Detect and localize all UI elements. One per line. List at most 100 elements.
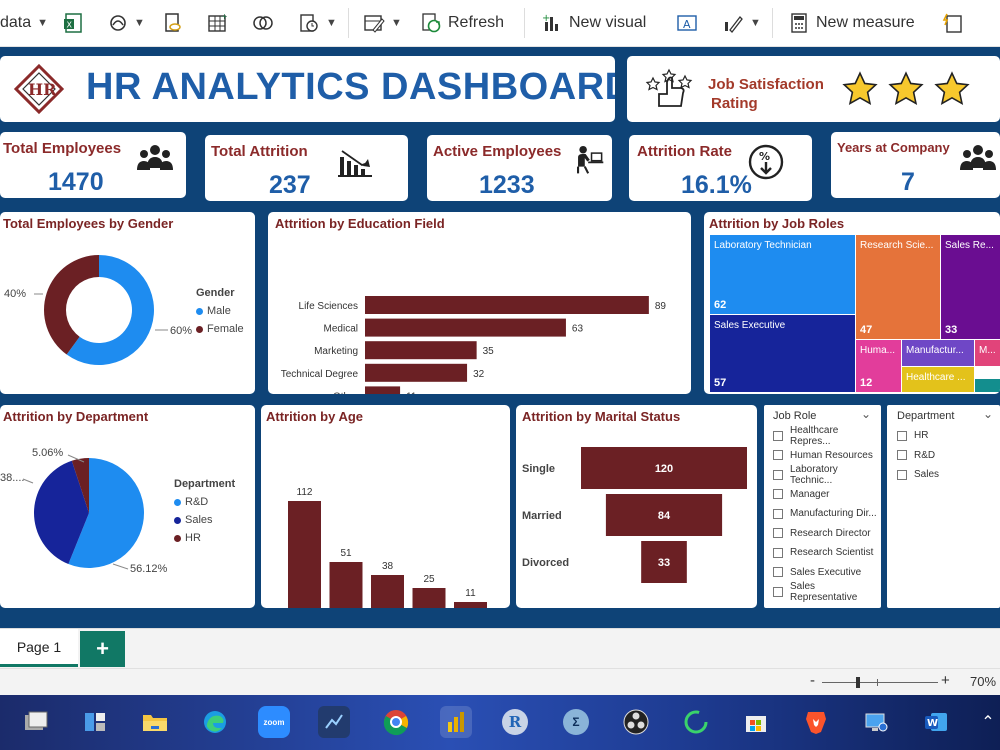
- microsoft-store-icon[interactable]: [740, 706, 772, 738]
- get-data-button[interactable]: data ▼: [0, 10, 48, 36]
- checkbox[interactable]: [773, 586, 783, 597]
- slicer-option[interactable]: Research Director: [773, 524, 881, 544]
- kpi-total-attrition[interactable]: Total Attrition 237: [205, 135, 408, 201]
- edge-browser-icon[interactable]: [199, 706, 231, 738]
- graph-app-icon[interactable]: [318, 706, 350, 738]
- r-language-icon[interactable]: R: [499, 706, 531, 738]
- file-explorer-icon[interactable]: [139, 706, 171, 738]
- slicer-option[interactable]: Research Scientist: [773, 543, 881, 563]
- slicer-option[interactable]: Manager: [773, 485, 881, 505]
- funnel-bar[interactable]: [581, 447, 747, 489]
- checkbox[interactable]: [773, 567, 783, 578]
- onelake-button[interactable]: ▼: [108, 10, 145, 36]
- treemap-tile-research-scientist[interactable]: Research Scie... 47: [856, 235, 940, 339]
- treemap-tile-healthcare[interactable]: Healthcare ...: [902, 367, 974, 392]
- age-column-chart[interactable]: Attrition by Age 11225 - 345135 - 4438Un…: [261, 405, 510, 608]
- spinner-app-icon[interactable]: [680, 706, 712, 738]
- zoom-slider-thumb[interactable]: [856, 677, 860, 688]
- recent-sources-button[interactable]: [252, 10, 274, 36]
- checkbox[interactable]: [773, 430, 783, 441]
- slicer-option[interactable]: Sales Executive: [773, 563, 881, 583]
- slicer-option[interactable]: Healthcare Repres...: [773, 425, 881, 447]
- kpi-attrition-rate[interactable]: Attrition Rate 16.1% %: [629, 135, 812, 201]
- bar[interactable]: [365, 341, 477, 360]
- tab-page-1[interactable]: Page 1: [0, 629, 78, 667]
- checkbox[interactable]: [897, 430, 907, 441]
- funnel-bar[interactable]: [641, 541, 687, 583]
- checkbox[interactable]: [773, 489, 783, 500]
- zoom-in-button[interactable]: +: [941, 672, 950, 689]
- treemap-tile-sales-executive[interactable]: Sales Executive 57: [710, 315, 855, 392]
- brave-browser-icon[interactable]: [800, 706, 832, 738]
- pie-slice-sales[interactable]: [34, 460, 89, 564]
- enter-data-button[interactable]: +: [206, 10, 228, 36]
- donut-slice-female[interactable]: [44, 255, 99, 355]
- refresh-button[interactable]: Refresh: [420, 10, 504, 36]
- checkbox[interactable]: [897, 450, 907, 461]
- slicer-option[interactable]: Manufacturing Dir...: [773, 504, 881, 524]
- bar[interactable]: [365, 296, 649, 314]
- legend-item-hr[interactable]: HR: [174, 532, 235, 544]
- slicer-option[interactable]: HR: [897, 426, 939, 446]
- remote-desktop-icon[interactable]: [860, 706, 892, 738]
- widgets-icon[interactable]: [79, 706, 111, 738]
- math-app-icon[interactable]: Σ: [560, 706, 592, 738]
- chrome-browser-icon[interactable]: [380, 706, 412, 738]
- word-icon[interactable]: W: [920, 706, 952, 738]
- treemap-tile-manager[interactable]: M...: [975, 340, 1000, 366]
- zoom-app-icon[interactable]: zoom: [258, 706, 290, 738]
- legend-item-male[interactable]: Male: [196, 305, 244, 317]
- legend-item-rd[interactable]: R&D: [174, 496, 235, 508]
- kpi-years-at-company[interactable]: Years at Company 7: [831, 132, 1000, 198]
- marital-status-funnel-chart[interactable]: Attrition by Marital Status Single 120 Mar…: [516, 405, 757, 608]
- job-role-slicer[interactable]: Job Role ⌄ Healthcare Repres... Human Res…: [764, 405, 881, 608]
- checkbox[interactable]: [773, 508, 783, 519]
- legend-item-female[interactable]: Female: [196, 323, 244, 335]
- new-visual-button[interactable]: + New visual: [541, 10, 646, 36]
- zoom-out-button[interactable]: -: [810, 672, 815, 689]
- job-roles-treemap[interactable]: Attrition by Job Roles Laboratory Techni…: [704, 212, 1000, 394]
- task-view-icon[interactable]: [20, 706, 52, 738]
- funnel-bar[interactable]: [605, 494, 723, 536]
- bar[interactable]: [288, 501, 321, 608]
- zoom-level[interactable]: 70%: [970, 674, 997, 689]
- edit-queries-button[interactable]: ▼: [363, 10, 402, 36]
- zoom-slider[interactable]: [822, 677, 938, 688]
- slicer-option[interactable]: Laboratory Technic...: [773, 464, 881, 486]
- bar[interactable]: [371, 575, 404, 608]
- new-measure-button[interactable]: New measure: [788, 10, 915, 36]
- power-bi-icon[interactable]: [440, 706, 472, 738]
- treemap-tile-research-director[interactable]: [975, 379, 1000, 392]
- text-box-button[interactable]: A: [676, 10, 698, 36]
- bar[interactable]: [329, 562, 363, 608]
- treemap-tile-sales-representative[interactable]: Sales Re... 33: [941, 235, 1000, 339]
- chevron-up-icon[interactable]: ⌃: [981, 714, 995, 731]
- checkbox[interactable]: [773, 450, 783, 461]
- chevron-down-icon[interactable]: ⌄: [983, 407, 994, 421]
- department-pie-chart[interactable]: Attrition by Department 5.06% 38.... 56.…: [0, 405, 255, 608]
- checkbox[interactable]: [773, 528, 783, 539]
- pie-slice-hr[interactable]: [71, 458, 89, 513]
- add-page-button[interactable]: +: [80, 631, 125, 667]
- checkbox[interactable]: [897, 469, 907, 480]
- kpi-total-employees[interactable]: Total Employees 1470: [0, 132, 186, 198]
- donut-slice-male[interactable]: [66, 255, 155, 365]
- bar[interactable]: [365, 386, 401, 394]
- legend-item-sales[interactable]: Sales: [174, 514, 235, 526]
- treemap-tile-laboratory-technician[interactable]: Laboratory Technician 62: [710, 235, 855, 314]
- more-visuals-button[interactable]: ▼: [722, 10, 761, 36]
- slicer-option[interactable]: R&D: [897, 446, 939, 466]
- education-field-bar-chart[interactable]: Attrition by Education Field Life Scienc…: [268, 212, 691, 394]
- department-slicer[interactable]: Department ⌄ HR R&D Sales: [887, 405, 1000, 608]
- bar[interactable]: [365, 318, 566, 337]
- kpi-active-employees[interactable]: Active Employees 1233: [427, 135, 612, 201]
- checkbox[interactable]: [773, 469, 783, 480]
- quick-measure-button[interactable]: [942, 10, 964, 36]
- slicer-option[interactable]: Sales Representative: [773, 581, 881, 603]
- bar[interactable]: [412, 588, 446, 608]
- slicer-option[interactable]: Human Resources: [773, 446, 881, 466]
- chevron-down-icon[interactable]: ⌄: [861, 407, 872, 421]
- slicer-option[interactable]: Sales: [897, 465, 939, 485]
- excel-button[interactable]: X: [63, 10, 85, 36]
- bar[interactable]: [365, 363, 468, 382]
